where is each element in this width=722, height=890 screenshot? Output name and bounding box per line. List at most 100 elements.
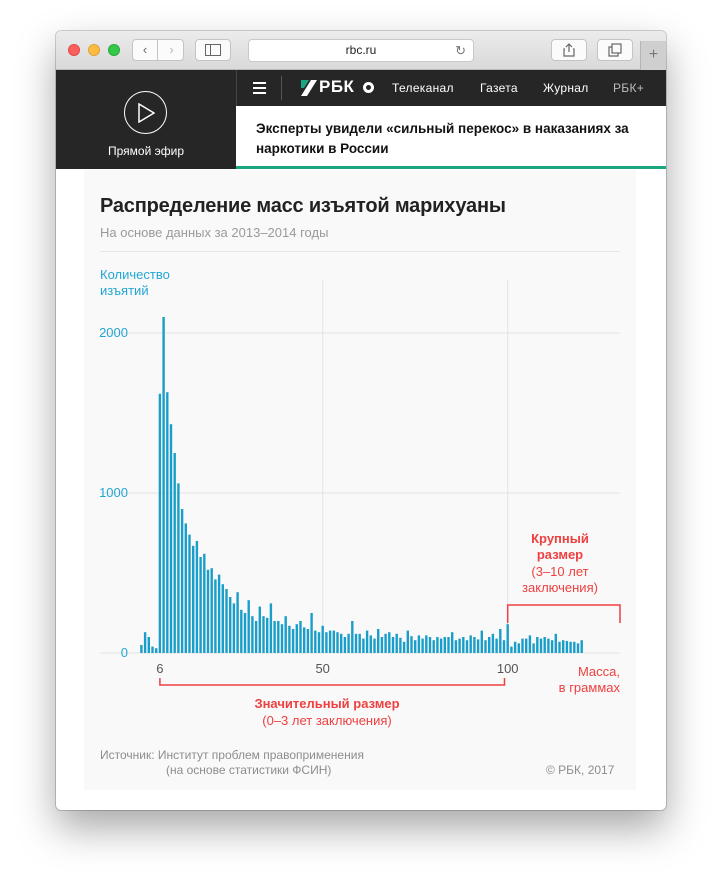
tabs-icon	[608, 43, 622, 57]
histogram-bar	[488, 637, 491, 653]
histogram-bar	[354, 633, 358, 653]
histogram-bar	[362, 638, 365, 653]
nav-item-magazine[interactable]: Журнал	[543, 81, 589, 95]
histogram-bar	[340, 633, 343, 653]
nav-item-tv[interactable]: Телеканал	[392, 81, 454, 95]
histogram-chart: Количество изъятий Масса, в граммах Круп…	[99, 267, 621, 728]
histogram-bar	[439, 638, 443, 653]
headline-banner[interactable]: Эксперты увидели «сильный перекос» в нак…	[236, 106, 666, 169]
histogram-bar	[476, 639, 480, 653]
y-tick-label: 0	[121, 645, 128, 660]
histogram-bar	[217, 574, 221, 653]
histogram-bar	[580, 640, 583, 653]
sidebar-toggle-button[interactable]	[195, 39, 231, 61]
share-button[interactable]	[551, 39, 587, 61]
histogram-bar	[192, 545, 195, 653]
histogram-bar	[543, 637, 546, 653]
histogram-bar	[513, 641, 517, 653]
histogram-bar	[295, 624, 298, 653]
forward-button[interactable]: ›	[169, 42, 174, 57]
sidebar-icon	[205, 44, 221, 56]
histogram-bar	[328, 630, 332, 653]
histogram-bar	[195, 541, 199, 653]
chart-title: Распределение масс изъятой марихуаны	[100, 195, 506, 217]
nav-item-rbc-plus[interactable]: РБК+	[613, 81, 645, 95]
histogram-bar	[391, 637, 395, 653]
histogram-bar	[184, 523, 187, 653]
histogram-bar	[547, 638, 550, 653]
back-button[interactable]: ‹	[133, 40, 158, 60]
histogram-bar	[451, 632, 454, 653]
histogram-bar	[436, 637, 439, 653]
nav-divider	[281, 76, 282, 100]
x-tick-label: 100	[497, 661, 519, 676]
histogram-bar	[510, 646, 513, 653]
histogram-bar	[280, 624, 284, 653]
new-tab-button[interactable]: +	[640, 41, 666, 70]
y-axis-label-line2: изъятий	[100, 283, 149, 298]
address-bar[interactable]: rbc.ru ↻	[248, 39, 474, 62]
y-axis-label-line1: Количество	[100, 267, 170, 282]
close-window-button[interactable]	[68, 44, 80, 56]
chart-subtitle: На основе данных за 2013–2014 годы	[100, 225, 329, 240]
y-tick-label: 2000	[99, 325, 128, 340]
source-line1: Источник: Институт проблем правоприменен…	[100, 748, 364, 762]
histogram-bar	[317, 632, 321, 653]
histogram-bar	[410, 636, 413, 653]
histogram-bar	[377, 629, 380, 653]
histogram-bar	[473, 637, 476, 653]
histogram-bar	[539, 638, 543, 653]
show-tabs-button[interactable]	[597, 39, 633, 61]
histogram-bar	[491, 633, 495, 653]
copyright: © РБК, 2017	[546, 763, 615, 777]
histogram-bar	[177, 483, 180, 653]
large-size-sub-line2: заключения)	[522, 580, 598, 595]
significant-size-bracket	[159, 678, 506, 686]
rbc-logo-text[interactable]: РБК	[319, 77, 355, 96]
large-size-title-line2: размер	[537, 547, 583, 562]
rbc-logo-icon[interactable]	[301, 80, 317, 96]
histogram-bar	[469, 635, 472, 653]
play-icon[interactable]	[124, 91, 167, 134]
minimize-window-button[interactable]	[88, 44, 100, 56]
x-tick-label: 6	[156, 661, 163, 676]
histogram-bar	[380, 637, 384, 653]
reload-icon[interactable]: ↻	[455, 43, 466, 58]
histogram-bar	[365, 630, 369, 653]
histogram-bar	[569, 641, 572, 653]
browser-toolbar: ‹ › rbc.ru ↻ +	[56, 31, 666, 70]
histogram-bar	[358, 633, 361, 653]
histogram-bar	[291, 629, 295, 653]
histogram-bar	[303, 627, 306, 653]
histogram-bar	[321, 625, 324, 653]
nav-item-newspaper[interactable]: Газета	[480, 81, 518, 95]
headline-link[interactable]: Эксперты увидели «сильный перекос» в нак…	[256, 121, 629, 156]
significant-size-title: Значительный размер	[254, 696, 399, 711]
histogram-bar	[573, 641, 576, 653]
histogram-bar	[347, 633, 350, 653]
large-size-title-line1: Крупный	[531, 531, 589, 546]
histogram-bar	[258, 606, 261, 653]
histogram-bar	[269, 603, 273, 653]
histogram-bar	[373, 638, 376, 653]
histogram-bar	[203, 553, 206, 653]
share-icon	[563, 43, 575, 57]
menu-icon[interactable]	[253, 82, 266, 94]
histogram-bar	[369, 635, 372, 653]
histogram-bar	[306, 629, 310, 653]
histogram-bar	[214, 579, 217, 653]
histogram-bar	[465, 640, 469, 653]
histogram-bar	[428, 637, 432, 653]
significant-size-sub: (0–3 лет заключения)	[262, 713, 391, 728]
histogram-bar	[232, 603, 236, 653]
histogram-bar	[417, 635, 421, 653]
histogram-bar	[480, 630, 483, 653]
histogram-bar	[155, 648, 158, 653]
live-stream-block[interactable]: Прямой эфир	[56, 70, 236, 169]
histogram-bar	[521, 638, 524, 653]
browser-window: ‹ › rbc.ru ↻ +	[56, 31, 666, 810]
histogram-bar	[236, 592, 239, 653]
histogram-bar	[558, 641, 561, 653]
histogram-bar	[565, 641, 569, 653]
zoom-window-button[interactable]	[108, 44, 120, 56]
